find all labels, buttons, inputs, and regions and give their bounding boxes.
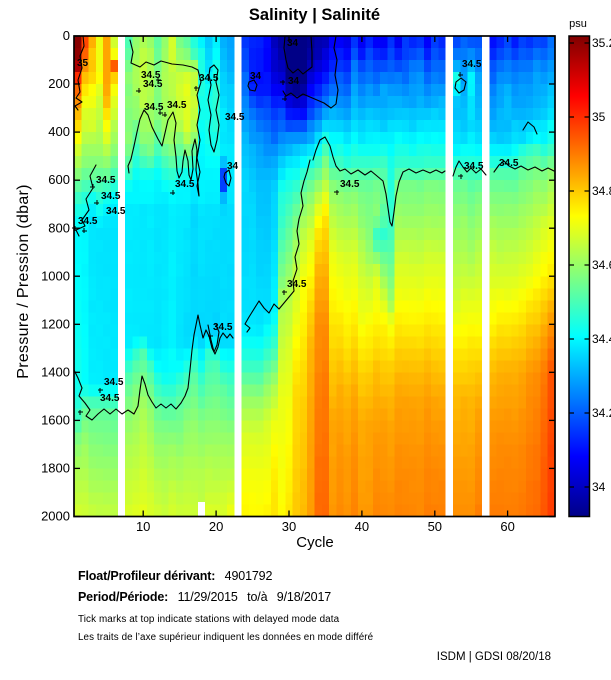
svg-text:2000: 2000 (41, 509, 70, 524)
svg-text:34.5: 34.5 (464, 161, 484, 172)
svg-text:34.5: 34.5 (340, 179, 360, 190)
svg-text:1200: 1200 (41, 316, 70, 331)
svg-text:1600: 1600 (41, 413, 70, 428)
svg-text:34.5: 34.5 (104, 377, 124, 388)
svg-text:35.2: 35.2 (592, 36, 611, 50)
svg-text:34: 34 (287, 38, 299, 49)
svg-text:Les traits de l’axe supérieur: Les traits de l’axe supérieur indiquent … (78, 632, 374, 643)
svg-text:20: 20 (209, 519, 223, 534)
svg-text:Cycle: Cycle (296, 534, 334, 551)
svg-text:34.5: 34.5 (100, 393, 120, 404)
svg-text:34: 34 (592, 480, 606, 494)
svg-text:34: 34 (250, 71, 262, 82)
svg-text:200: 200 (48, 76, 70, 91)
svg-text:34.5: 34.5 (101, 191, 121, 202)
svg-text:34.8: 34.8 (592, 184, 611, 198)
svg-text:34.5: 34.5 (167, 100, 187, 111)
svg-text:Period/Période: 11/29/2015 t: Period/Période: 11/29/2015 to/à 9/18/201… (78, 590, 331, 604)
svg-text:34.5: 34.5 (144, 102, 164, 113)
svg-text:34.6: 34.6 (592, 258, 611, 272)
svg-text:psu: psu (569, 18, 587, 30)
svg-text:Float/Profileur dérivant: 490: Float/Profileur dérivant: 4901792 (78, 569, 272, 583)
svg-text:1400: 1400 (41, 364, 70, 379)
svg-text:35: 35 (592, 110, 606, 124)
svg-text:34.5: 34.5 (106, 206, 126, 217)
svg-text:34.4: 34.4 (592, 332, 611, 346)
svg-text:60: 60 (500, 519, 514, 534)
svg-text:Tick marks at top indicate sta: Tick marks at top indicate stations with… (78, 614, 340, 625)
svg-text:400: 400 (48, 124, 70, 139)
svg-text:34.2: 34.2 (592, 406, 611, 420)
svg-text:800: 800 (48, 220, 70, 235)
svg-text:10: 10 (136, 519, 150, 534)
svg-text:34.5: 34.5 (213, 322, 233, 333)
svg-text:Salinity | Salinité: Salinity | Salinité (249, 6, 380, 24)
svg-text:34.5: 34.5 (96, 175, 116, 186)
svg-text:34: 34 (288, 76, 300, 87)
svg-text:34.5: 34.5 (499, 158, 519, 169)
svg-text:34.5: 34.5 (175, 179, 195, 190)
svg-text:34.5: 34.5 (78, 216, 98, 227)
svg-text:1000: 1000 (41, 268, 70, 283)
svg-text:34.5: 34.5 (143, 79, 163, 90)
svg-text:ISDM | GDSI 08/20/18: ISDM | GDSI 08/20/18 (437, 651, 551, 663)
svg-text:34.5: 34.5 (287, 279, 307, 290)
svg-text:35: 35 (77, 58, 89, 69)
svg-text:34.5: 34.5 (462, 59, 482, 70)
svg-text:30: 30 (282, 519, 296, 534)
svg-text:50: 50 (428, 519, 442, 534)
svg-text:Pressure / Pression (dbar): Pressure / Pression (dbar) (15, 184, 32, 379)
svg-text:34.5: 34.5 (199, 73, 219, 84)
svg-text:600: 600 (48, 172, 70, 187)
svg-text:40: 40 (355, 519, 369, 534)
svg-text:34.5: 34.5 (225, 112, 245, 123)
svg-text:0: 0 (63, 28, 70, 43)
svg-text:34.5: 34.5 (141, 70, 161, 81)
svg-text:1800: 1800 (41, 461, 70, 476)
svg-text:34: 34 (227, 161, 239, 172)
